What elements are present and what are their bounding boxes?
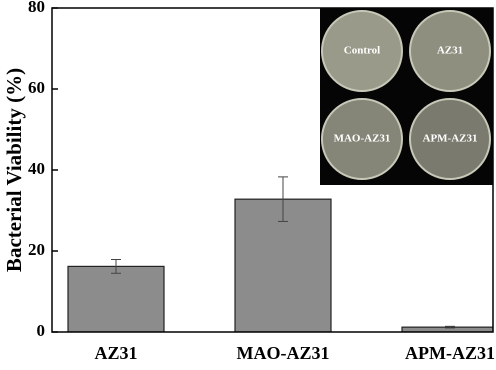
- error-bar: [278, 176, 288, 222]
- x-tick-label: MAO-AZ31: [237, 343, 330, 363]
- petri-dish: [409, 98, 491, 180]
- y-tick-label: 40: [28, 159, 45, 178]
- inset-label: Control: [344, 45, 380, 57]
- inset-photo: Control AZ31 MAO-AZ31 APM-AZ31: [320, 8, 493, 185]
- y-tick-label: 60: [28, 78, 45, 97]
- petri-dish: [409, 10, 491, 92]
- y-tick-label: 80: [28, 0, 45, 16]
- y-tick-label: 0: [37, 321, 46, 340]
- petri-dish: [321, 10, 403, 92]
- error-bar: [445, 325, 455, 329]
- x-tick-label: AZ31: [94, 343, 137, 363]
- x-tick-label: APM-AZ31: [405, 343, 495, 363]
- error-bar: [111, 259, 121, 274]
- inset-label: APM-AZ31: [423, 133, 478, 145]
- y-axis-label: Bacterial Viability (%): [2, 68, 26, 272]
- y-tick-label: 20: [28, 240, 45, 259]
- inset-label: AZ31: [437, 45, 463, 57]
- bar: [67, 265, 165, 332]
- plot-area: [67, 176, 493, 332]
- inset-label: MAO-AZ31: [334, 133, 391, 145]
- petri-dish: [321, 98, 403, 180]
